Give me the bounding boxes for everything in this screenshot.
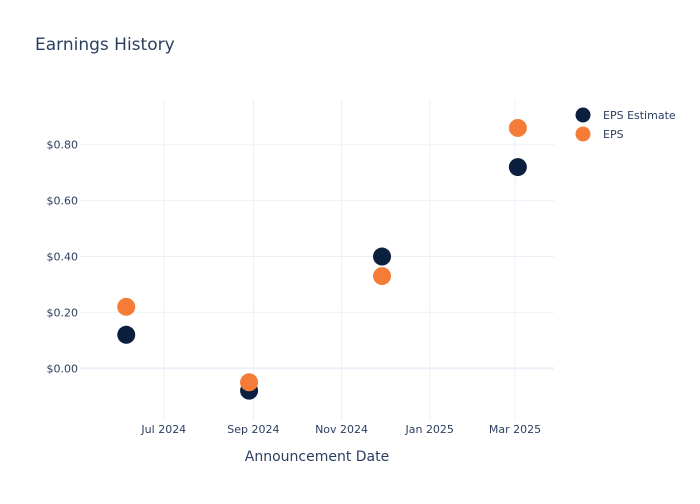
eps-point[interactable] (508, 118, 527, 137)
eps-point[interactable] (240, 373, 259, 392)
x-tick-label: Nov 2024 (315, 423, 368, 436)
legend-marker (575, 126, 591, 142)
y-tick-label: $0.20 (47, 306, 79, 319)
x-tick-label: Jan 2025 (404, 423, 453, 436)
x-axis-title: Announcement Date (245, 449, 389, 465)
data-points (117, 118, 527, 400)
chart-title: Earnings History (35, 35, 175, 55)
legend-item-eps-estimate[interactable]: EPS Estimate (575, 107, 676, 123)
eps-estimate-point[interactable] (117, 325, 136, 344)
legend-label: EPS Estimate (603, 109, 676, 122)
x-tick-label: Sep 2024 (227, 423, 279, 436)
y-tick-label: $0.80 (47, 139, 79, 152)
eps-estimate-point[interactable] (373, 247, 392, 266)
x-tick-label: Mar 2025 (489, 423, 541, 436)
y-tick-label: $0.40 (47, 251, 79, 264)
legend-item-eps[interactable]: EPS (575, 126, 624, 142)
y-tick-label: $0.00 (47, 362, 79, 375)
x-tick-label: Jul 2024 (140, 423, 186, 436)
y-tick-label: $0.60 (47, 195, 79, 208)
x-axis-ticks: Jul 2024 Sep 2024 Nov 2024 Jan 2025 Mar 2025 (140, 423, 541, 436)
grid-lines (80, 100, 554, 420)
legend[interactable]: EPS Estimate EPS (575, 107, 676, 142)
eps-point[interactable] (117, 297, 136, 316)
legend-label: EPS (603, 128, 624, 141)
legend-marker (575, 107, 591, 123)
eps-estimate-point[interactable] (508, 158, 527, 177)
eps-point[interactable] (373, 267, 392, 286)
y-axis-ticks: $0.00 $0.20 $0.40 $0.60 $0.80 (47, 139, 79, 376)
